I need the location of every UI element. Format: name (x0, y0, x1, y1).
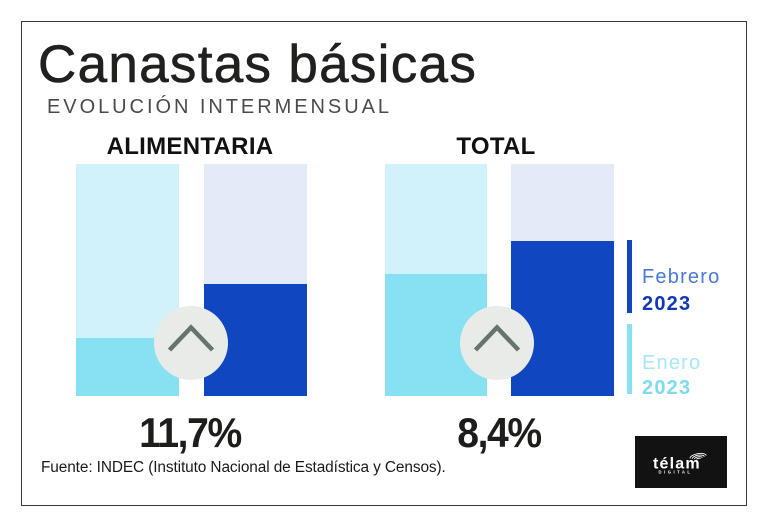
svg-text:DIGITAL: DIGITAL (659, 469, 693, 474)
svg-text:télam: télam (653, 455, 701, 472)
